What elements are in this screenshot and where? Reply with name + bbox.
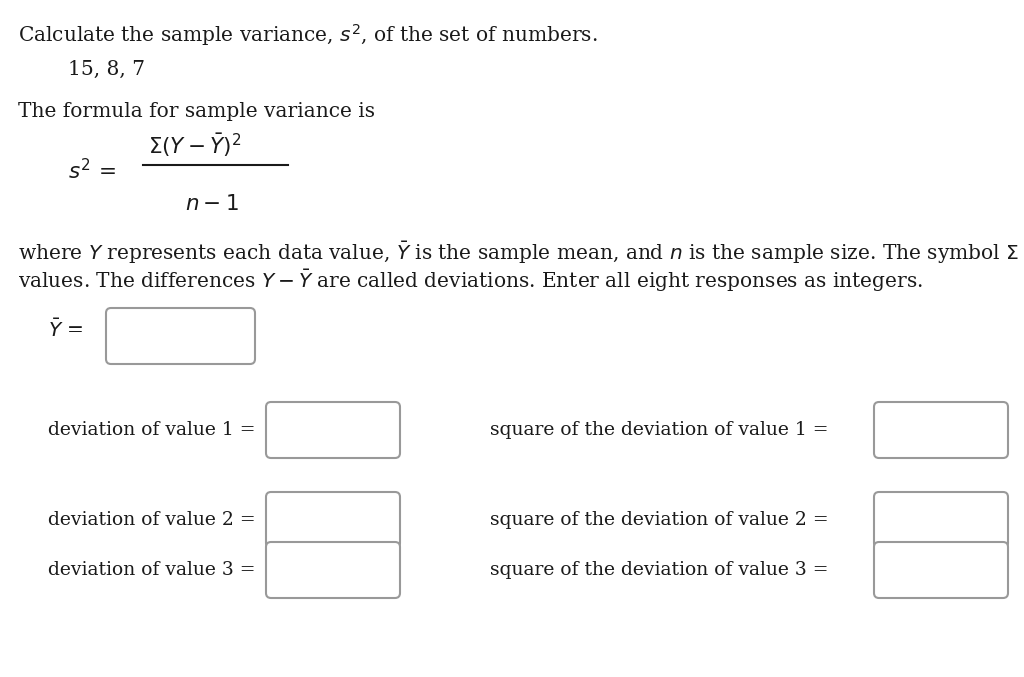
Text: square of the deviation of value 2 =: square of the deviation of value 2 = — [490, 511, 828, 529]
FancyBboxPatch shape — [106, 308, 255, 364]
FancyBboxPatch shape — [874, 492, 1008, 548]
Text: square of the deviation of value 1 =: square of the deviation of value 1 = — [490, 421, 828, 439]
FancyBboxPatch shape — [874, 402, 1008, 458]
Text: $\bar{Y}$ =: $\bar{Y}$ = — [48, 319, 83, 341]
Text: $\Sigma(Y - \bar{Y})^2$: $\Sigma(Y - \bar{Y})^2$ — [148, 131, 242, 158]
Text: square of the deviation of value 3 =: square of the deviation of value 3 = — [490, 561, 828, 579]
Text: deviation of value 1 =: deviation of value 1 = — [48, 421, 256, 439]
FancyBboxPatch shape — [266, 492, 400, 548]
Text: where $Y$ represents each data value, $\bar{Y}$ is the sample mean, and $n$ is t: where $Y$ represents each data value, $\… — [18, 240, 1024, 266]
Text: values. The differences $Y - \bar{Y}$ are called deviations. Enter all eight res: values. The differences $Y - \bar{Y}$ ar… — [18, 268, 923, 294]
Text: deviation of value 3 =: deviation of value 3 = — [48, 561, 256, 579]
Text: 15, 8, 7: 15, 8, 7 — [68, 60, 145, 79]
Text: The formula for sample variance is: The formula for sample variance is — [18, 102, 375, 121]
Text: $s^2\, =$: $s^2\, =$ — [68, 159, 116, 185]
Text: $n - 1$: $n - 1$ — [185, 193, 239, 215]
Text: Calculate the sample variance, $s^2$, of the set of numbers.: Calculate the sample variance, $s^2$, of… — [18, 22, 598, 48]
FancyBboxPatch shape — [874, 542, 1008, 598]
FancyBboxPatch shape — [266, 402, 400, 458]
FancyBboxPatch shape — [266, 542, 400, 598]
Text: deviation of value 2 =: deviation of value 2 = — [48, 511, 256, 529]
